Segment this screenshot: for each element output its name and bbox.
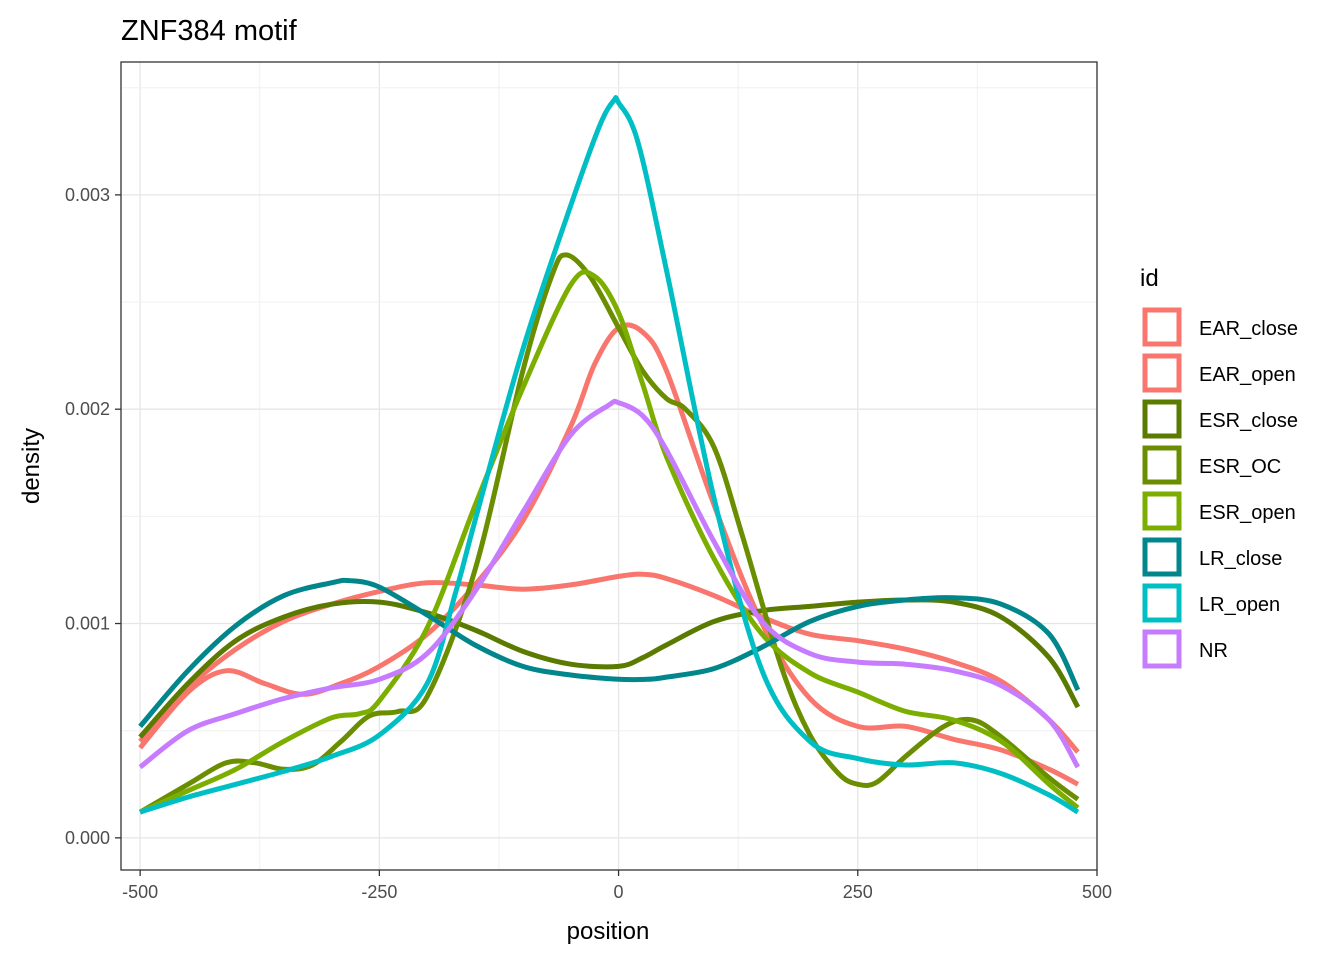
x-axis: -500 -250 0 250 500: [122, 870, 1112, 902]
legend-item-lr-close: LR_close: [1142, 537, 1282, 577]
series-line-esr-oc: [138, 252, 1080, 815]
y-tick-label: 0.000: [65, 828, 110, 848]
legend-item-ear-open: EAR_open: [1142, 353, 1296, 393]
legend-key: [1142, 629, 1182, 669]
legend: id EAR_close EAR_open ESR_close ESR_OC ESR_o…: [1140, 265, 1298, 669]
y-axis: 0.000 0.001 0.002 0.003: [65, 185, 121, 848]
y-tick-label: 0.002: [65, 399, 110, 419]
y-tick-label: 0.003: [65, 185, 110, 205]
legend-key: [1142, 353, 1182, 393]
legend-item-esr-oc: ESR_OC: [1142, 445, 1281, 485]
legend-item-esr-close: ESR_close: [1142, 399, 1298, 439]
series-line-ear-open: [138, 571, 1080, 754]
series-line-lr-open: [139, 95, 1080, 815]
x-tick-label: 0: [614, 882, 624, 902]
x-tick-label: -500: [122, 882, 158, 902]
legend-item-nr: NR: [1142, 629, 1228, 669]
legend-key: [1142, 491, 1182, 531]
legend-label: LR_open: [1199, 594, 1280, 616]
plot-border: [120, 61, 1098, 871]
legend-key: [1142, 307, 1182, 347]
legend-label: LR_close: [1199, 548, 1282, 570]
x-tick-label: 500: [1082, 882, 1112, 902]
legend-label: NR: [1199, 640, 1228, 662]
legend-item-lr-open: LR_open: [1142, 583, 1280, 623]
series-line-nr: [138, 398, 1081, 770]
legend-label: ESR_open: [1199, 502, 1296, 524]
legend-item-esr-open: ESR_open: [1142, 491, 1296, 531]
series-line-lr-close: [138, 577, 1081, 729]
series-layer: [138, 95, 1081, 815]
x-tick-label: -250: [361, 882, 397, 902]
chart-title: ZNF384 motif: [121, 15, 298, 47]
legend-title: id: [1140, 265, 1159, 292]
series-line-esr-open: [139, 269, 1080, 815]
x-tick-label: 250: [843, 882, 873, 902]
legend-label: ESR_OC: [1199, 456, 1281, 478]
legend-key: [1142, 537, 1182, 577]
legend-key: [1142, 445, 1182, 485]
legend-key: [1142, 583, 1182, 623]
y-axis-title: density: [18, 428, 45, 504]
legend-label: EAR_close: [1199, 318, 1298, 340]
legend-key: [1142, 399, 1182, 439]
x-axis-title: position: [567, 918, 650, 945]
y-tick-label: 0.001: [65, 614, 110, 634]
legend-label: EAR_open: [1199, 364, 1296, 386]
legend-label: ESR_close: [1199, 410, 1298, 432]
legend-item-ear-close: EAR_close: [1142, 307, 1298, 347]
